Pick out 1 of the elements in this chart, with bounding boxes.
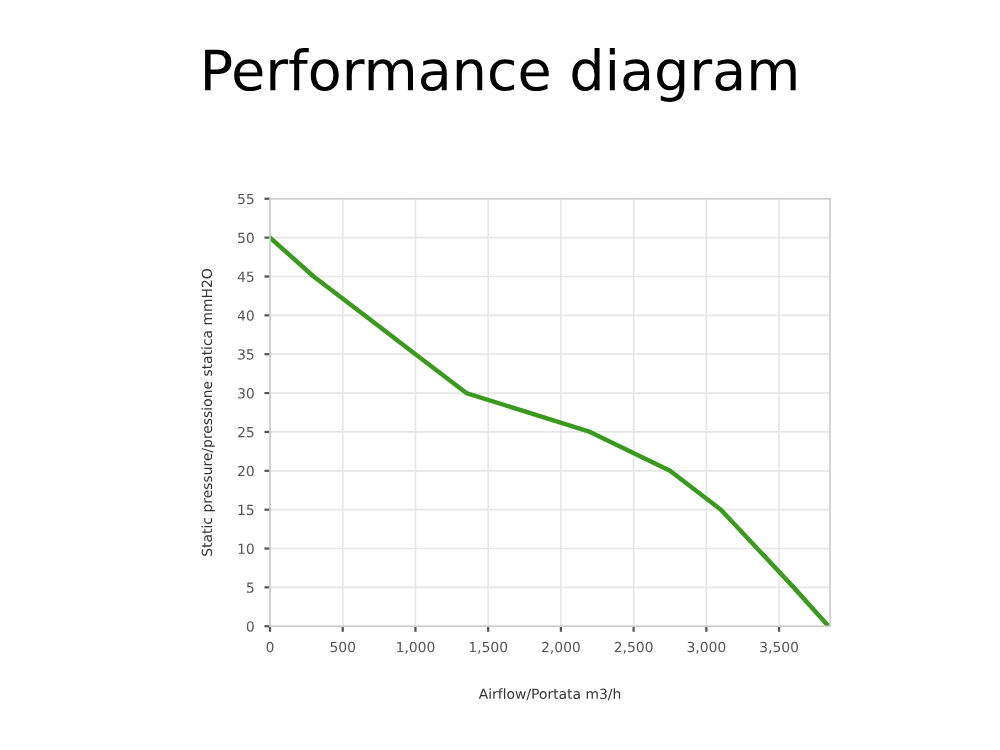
chart-title: Performance diagram: [205, 48, 796, 102]
